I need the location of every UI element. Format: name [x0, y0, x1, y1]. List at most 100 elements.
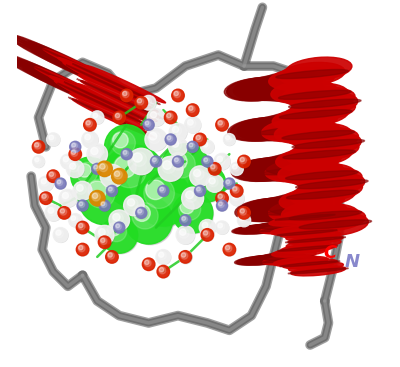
Circle shape: [70, 163, 76, 169]
Ellipse shape: [81, 81, 160, 118]
Ellipse shape: [78, 75, 158, 112]
Circle shape: [181, 253, 186, 257]
Ellipse shape: [260, 224, 315, 234]
Circle shape: [48, 171, 60, 183]
Circle shape: [160, 187, 166, 193]
Ellipse shape: [237, 198, 303, 221]
Circle shape: [71, 216, 76, 221]
Ellipse shape: [278, 90, 351, 99]
Ellipse shape: [249, 224, 304, 233]
Circle shape: [181, 252, 188, 259]
Circle shape: [182, 217, 186, 221]
Ellipse shape: [34, 67, 114, 105]
Circle shape: [226, 246, 230, 250]
Ellipse shape: [23, 69, 103, 106]
Ellipse shape: [20, 59, 100, 97]
Circle shape: [102, 166, 124, 188]
Circle shape: [116, 224, 120, 228]
Circle shape: [49, 135, 54, 140]
Circle shape: [137, 98, 144, 105]
Circle shape: [60, 208, 67, 215]
Circle shape: [238, 214, 251, 227]
Circle shape: [172, 126, 178, 132]
Circle shape: [115, 113, 120, 118]
Circle shape: [144, 120, 154, 130]
Circle shape: [71, 150, 78, 156]
Ellipse shape: [54, 81, 134, 118]
Circle shape: [189, 165, 226, 202]
Circle shape: [104, 125, 149, 169]
Ellipse shape: [47, 57, 127, 95]
Ellipse shape: [58, 58, 138, 95]
Circle shape: [224, 179, 235, 189]
Ellipse shape: [39, 75, 118, 113]
Circle shape: [83, 132, 98, 148]
Circle shape: [144, 98, 149, 103]
Ellipse shape: [286, 57, 352, 80]
Circle shape: [33, 156, 44, 167]
Circle shape: [202, 157, 213, 167]
Circle shape: [152, 157, 158, 164]
Circle shape: [138, 209, 144, 215]
Ellipse shape: [248, 222, 303, 232]
Circle shape: [171, 140, 182, 150]
Circle shape: [194, 133, 206, 146]
Ellipse shape: [288, 235, 343, 245]
Circle shape: [88, 181, 106, 200]
Circle shape: [202, 156, 213, 167]
Ellipse shape: [237, 255, 292, 265]
Circle shape: [132, 152, 146, 166]
Circle shape: [99, 200, 110, 211]
Circle shape: [108, 223, 120, 236]
Circle shape: [62, 192, 68, 199]
Circle shape: [136, 207, 147, 218]
Circle shape: [128, 199, 135, 206]
Circle shape: [32, 141, 45, 153]
Circle shape: [142, 97, 156, 110]
Ellipse shape: [245, 198, 311, 221]
Circle shape: [232, 193, 237, 199]
Ellipse shape: [284, 208, 338, 218]
Circle shape: [194, 134, 206, 146]
Circle shape: [108, 252, 114, 259]
Ellipse shape: [290, 97, 356, 121]
Circle shape: [136, 170, 191, 226]
Ellipse shape: [39, 47, 127, 88]
Ellipse shape: [286, 143, 352, 166]
Circle shape: [216, 119, 228, 131]
Ellipse shape: [296, 179, 368, 189]
Circle shape: [152, 158, 156, 162]
Circle shape: [149, 132, 157, 140]
Circle shape: [104, 168, 113, 177]
Ellipse shape: [256, 72, 322, 95]
Circle shape: [55, 178, 66, 189]
Circle shape: [230, 162, 243, 175]
Circle shape: [218, 194, 224, 200]
Ellipse shape: [234, 255, 290, 265]
Ellipse shape: [240, 224, 294, 233]
Circle shape: [159, 252, 164, 257]
Ellipse shape: [299, 172, 365, 196]
Ellipse shape: [292, 204, 358, 227]
Circle shape: [42, 194, 46, 199]
Circle shape: [136, 208, 147, 218]
Circle shape: [79, 246, 83, 250]
Circle shape: [92, 193, 100, 201]
Circle shape: [230, 192, 244, 206]
Ellipse shape: [235, 199, 301, 222]
Ellipse shape: [254, 195, 320, 218]
Circle shape: [211, 165, 215, 169]
Circle shape: [134, 205, 150, 221]
Circle shape: [92, 163, 103, 174]
Ellipse shape: [252, 254, 307, 264]
Circle shape: [172, 193, 213, 233]
Ellipse shape: [230, 118, 296, 141]
Circle shape: [110, 211, 130, 231]
Circle shape: [132, 203, 158, 229]
Circle shape: [224, 134, 235, 145]
Circle shape: [218, 202, 222, 206]
Ellipse shape: [289, 99, 361, 108]
Circle shape: [120, 89, 133, 102]
Circle shape: [56, 230, 61, 235]
Circle shape: [200, 221, 216, 236]
